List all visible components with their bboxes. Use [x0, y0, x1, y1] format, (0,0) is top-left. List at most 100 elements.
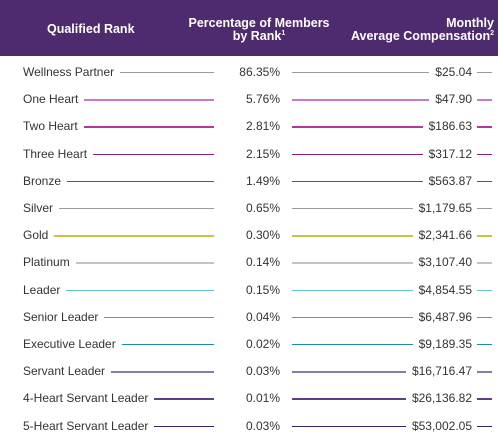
rank-connector-line [104, 316, 214, 319]
percentage-value: 1.49% [245, 173, 280, 188]
table-row: Two Heart 2.81% $186.63 [0, 113, 498, 140]
percentage-value: 2.15% [245, 146, 280, 161]
compensation-value: $26,136.82 [411, 391, 472, 406]
rank-connector-line [59, 208, 214, 210]
comp-tail-line [477, 344, 492, 346]
pct-connector-line [292, 99, 430, 101]
pct-connector-line [292, 262, 413, 264]
compensation-value: $186.63 [428, 119, 472, 134]
table-row: Wellness Partner 86.35% $25.04 [0, 59, 498, 86]
table-row: One Heart 5.76% $47.90 [0, 86, 498, 113]
comp-tail-line [477, 262, 492, 264]
rank-connector-line [84, 99, 214, 101]
percentage-value: 2.81% [245, 119, 280, 134]
rank-name: Gold [23, 228, 49, 243]
rank-connector-line [121, 344, 214, 346]
compensation-value: $1,179.65 [418, 201, 472, 215]
rank-name: One Heart [23, 92, 79, 107]
pct-connector-line [292, 344, 413, 346]
header-pct-line1: Percentage of Members [188, 16, 330, 30]
header-comp-line1: Monthly [446, 16, 494, 30]
table-row: Leader 0.15% $4,854.55 [0, 277, 498, 304]
percentage-value: 0.01% [245, 391, 280, 406]
table-header: Qualified Rank Percentage of Members by … [0, 0, 498, 56]
percentage-value: 0.02% [245, 337, 280, 351]
comp-tail-line [477, 425, 492, 427]
header-qualified-rank: Qualified Rank [47, 23, 135, 36]
comp-tail-line [477, 289, 492, 291]
compensation-value: $2,341.66 [418, 228, 472, 243]
percentage-value: 0.15% [245, 282, 280, 297]
rank-name: Executive Leader [23, 337, 116, 351]
pct-connector-line [292, 316, 413, 319]
compensation-value: $4,854.55 [418, 282, 472, 297]
table-row: Platinum 0.14% $3,107.40 [0, 249, 498, 276]
rank-name: 4-Heart Servant Leader [23, 391, 149, 406]
compensation-value: $16,716.47 [411, 364, 472, 379]
table-row: 5-Heart Servant Leader 0.03% $53,002.05 [0, 413, 498, 440]
rank-name: Two Heart [23, 119, 78, 134]
table-row: Three Heart 2.15% $317.12 [0, 141, 498, 168]
pct-connector-line [292, 126, 423, 128]
comp-tail-line [477, 153, 492, 155]
compensation-value: $25.04 [435, 65, 472, 79]
pct-connector-line [292, 371, 406, 373]
rank-name: Wellness Partner [23, 65, 115, 79]
compensation-value: $6,487.96 [418, 309, 472, 324]
rank-name: Leader [23, 282, 61, 297]
rank-connector-line [93, 153, 214, 155]
table-row: Gold 0.30% $2,341.66 [0, 222, 498, 249]
pct-connector-line [292, 235, 413, 237]
header-pct-line2: by Rank [232, 29, 282, 43]
table-row: Senior Leader 0.04% $6,487.96 [0, 304, 498, 331]
percentage-value: 0.04% [245, 309, 280, 324]
rank-name: 5-Heart Servant Leader [23, 418, 149, 433]
header-compensation: Monthly Average Compensation2 [346, 17, 496, 43]
pct-connector-line [292, 398, 406, 400]
table-row: Executive Leader 0.02% $9,189.35 [0, 331, 498, 358]
footnote-marker: 1 [281, 29, 286, 37]
rank-name: Servant Leader [23, 364, 106, 379]
comp-tail-line [477, 316, 492, 319]
percentage-value: 5.76% [245, 92, 280, 107]
rank-connector-line [75, 262, 214, 264]
rank-name: Platinum [23, 255, 70, 270]
rank-name: Three Heart [23, 146, 88, 161]
rank-connector-line [154, 398, 214, 400]
compensation-value: $3,107.40 [418, 255, 472, 270]
compensation-value: $53,002.05 [411, 418, 472, 433]
pct-connector-line [292, 72, 430, 74]
table-row: 4-Heart Servant Leader 0.01% $26,136.82 [0, 385, 498, 412]
table-row: Bronze 1.49% $563.87 [0, 168, 498, 195]
comp-tail-line [477, 235, 492, 237]
rank-connector-line [83, 126, 214, 128]
rank-connector-line [154, 425, 214, 427]
comp-tail-line [477, 72, 492, 74]
header-rank-label: Qualified Rank [47, 22, 135, 36]
pct-connector-line [292, 153, 423, 155]
percentage-value: 0.03% [245, 418, 280, 433]
comp-tail-line [477, 126, 492, 128]
pct-connector-line [292, 208, 413, 210]
percentage-value: 0.14% [245, 255, 280, 270]
percentage-value: 0.30% [245, 228, 280, 243]
header-comp-line2: Average Compensation [350, 29, 491, 43]
pct-connector-line [292, 425, 406, 427]
rank-connector-line [66, 289, 214, 291]
rank-name: Bronze [23, 173, 62, 188]
percentage-value: 0.03% [245, 364, 280, 379]
compensation-value: $47.90 [435, 92, 472, 107]
pct-connector-line [292, 289, 413, 291]
footnote-marker: 2 [490, 29, 494, 37]
pct-connector-line [292, 180, 423, 183]
table-row: Silver 0.65% $1,179.65 [0, 195, 498, 222]
percentage-value: 86.35% [239, 65, 280, 79]
compensation-value: $9,189.35 [418, 337, 472, 351]
rank-name: Senior Leader [23, 309, 99, 324]
comp-tail-line [477, 180, 492, 183]
comp-tail-line [477, 371, 492, 373]
rank-name: Silver [23, 201, 54, 215]
percentage-value: 0.65% [245, 201, 280, 215]
comp-tail-line [477, 99, 492, 101]
